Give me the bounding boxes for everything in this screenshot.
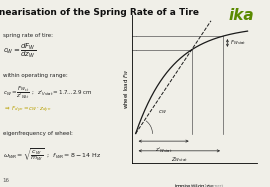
X-axis label: impression $z_W$: impression $z_W$ xyxy=(174,182,215,187)
Text: $c_W = \dfrac{dF_W}{dz_W}$: $c_W = \dfrac{dF_W}{dz_W}$ xyxy=(3,42,36,60)
Text: $c_W$: $c_W$ xyxy=(158,108,167,116)
Text: spring rate of tire:: spring rate of tire: xyxy=(3,33,53,38)
Text: $z'_{W\,stat}$: $z'_{W\,stat}$ xyxy=(155,145,173,154)
Text: $\omega_{WR} = \sqrt{\dfrac{c_W}{m_W}}$  ;  $f_{WR} = 8 - 14$ Hz: $\omega_{WR} = \sqrt{\dfrac{c_W}{m_W}}$ … xyxy=(3,146,101,162)
Text: ika: ika xyxy=(228,8,254,23)
Text: ika WS_L_1-Lernert: ika WS_L_1-Lernert xyxy=(184,183,223,187)
Text: $F_{W\,stat}$: $F_{W\,stat}$ xyxy=(230,39,246,47)
Text: 16: 16 xyxy=(3,178,10,183)
Text: $\Rightarrow$ $F_{dyn} = c_W \cdot z_{dyn}$: $\Rightarrow$ $F_{dyn} = c_W \cdot z_{dy… xyxy=(3,105,51,115)
Text: eigenfrequency of wheel:: eigenfrequency of wheel: xyxy=(3,131,73,136)
Text: Linearisation of the Spring Rate of a Tire: Linearisation of the Spring Rate of a Ti… xyxy=(0,8,199,17)
Text: within operating range:: within operating range: xyxy=(3,73,68,78)
Text: $Z_{W\,stat}$: $Z_{W\,stat}$ xyxy=(171,155,188,164)
Y-axis label: wheel load $F_W$: wheel load $F_W$ xyxy=(122,68,131,109)
Text: $c_W = \dfrac{F_{W_{st}}}{z'_{W_{st}}}$  ;  $z'_{Vstat} = 1.7\ldots 2.9$ cm: $c_W = \dfrac{F_{W_{st}}}{z'_{W_{st}}}$ … xyxy=(3,84,93,101)
